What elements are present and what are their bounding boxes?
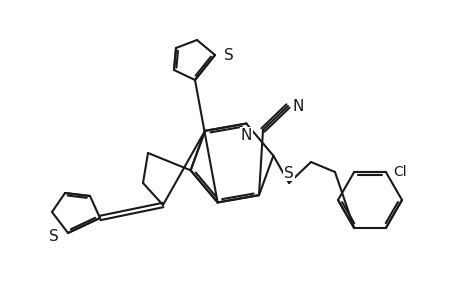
Text: S: S: [49, 230, 59, 244]
Text: N: N: [240, 128, 252, 143]
Text: S: S: [224, 47, 233, 62]
Text: Cl: Cl: [392, 165, 406, 179]
Text: N: N: [291, 98, 303, 113]
Text: S: S: [284, 166, 293, 181]
